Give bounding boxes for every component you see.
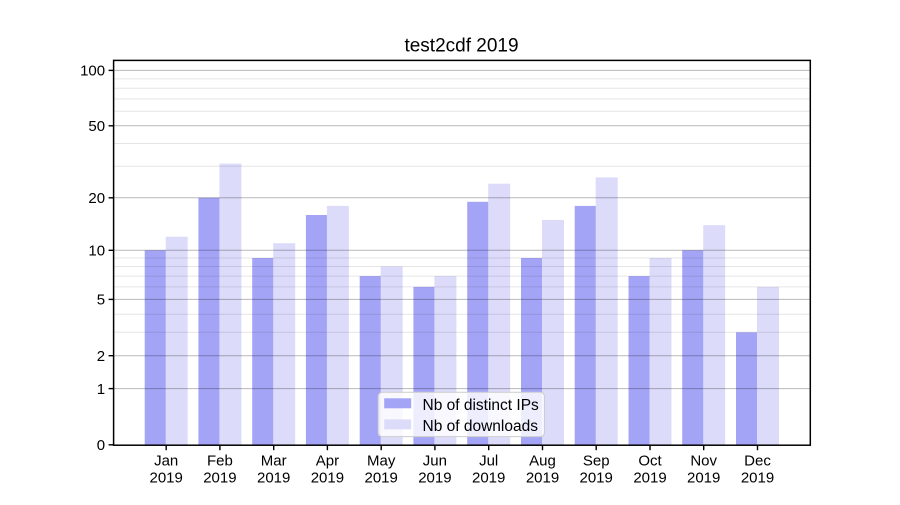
svg-text:2019: 2019: [633, 469, 666, 486]
svg-text:0: 0: [97, 437, 105, 454]
svg-text:Nov: Nov: [690, 453, 717, 470]
svg-text:2019: 2019: [257, 469, 290, 486]
svg-text:Nb of distinct IPs: Nb of distinct IPs: [423, 397, 540, 414]
svg-text:May: May: [367, 453, 396, 470]
svg-text:Jun: Jun: [423, 453, 447, 470]
svg-text:10: 10: [88, 243, 105, 260]
svg-text:Sep: Sep: [583, 453, 610, 470]
svg-text:2019: 2019: [472, 469, 505, 486]
svg-text:Oct: Oct: [638, 453, 662, 470]
svg-text:2019: 2019: [526, 469, 559, 486]
svg-text:Nb of downloads: Nb of downloads: [423, 418, 539, 435]
svg-text:Feb: Feb: [207, 453, 233, 470]
svg-text:2019: 2019: [150, 469, 183, 486]
svg-text:100: 100: [80, 63, 105, 80]
svg-text:2: 2: [97, 348, 105, 365]
svg-text:Aug: Aug: [529, 453, 556, 470]
svg-text:2019: 2019: [580, 469, 613, 486]
svg-text:2019: 2019: [311, 469, 344, 486]
svg-text:5: 5: [97, 292, 105, 309]
svg-text:2019: 2019: [741, 469, 774, 486]
svg-text:Apr: Apr: [316, 453, 339, 470]
svg-text:test2cdf 2019: test2cdf 2019: [404, 35, 518, 56]
svg-text:2019: 2019: [365, 469, 398, 486]
svg-text:2019: 2019: [203, 469, 236, 486]
svg-text:Mar: Mar: [261, 453, 287, 470]
svg-text:Jul: Jul: [479, 453, 498, 470]
svg-text:50: 50: [88, 118, 105, 135]
svg-text:1: 1: [97, 381, 105, 398]
svg-text:2019: 2019: [418, 469, 451, 486]
svg-text:Dec: Dec: [744, 453, 771, 470]
svg-text:2019: 2019: [687, 469, 720, 486]
svg-text:Jan: Jan: [154, 453, 178, 470]
svg-text:20: 20: [88, 190, 105, 207]
